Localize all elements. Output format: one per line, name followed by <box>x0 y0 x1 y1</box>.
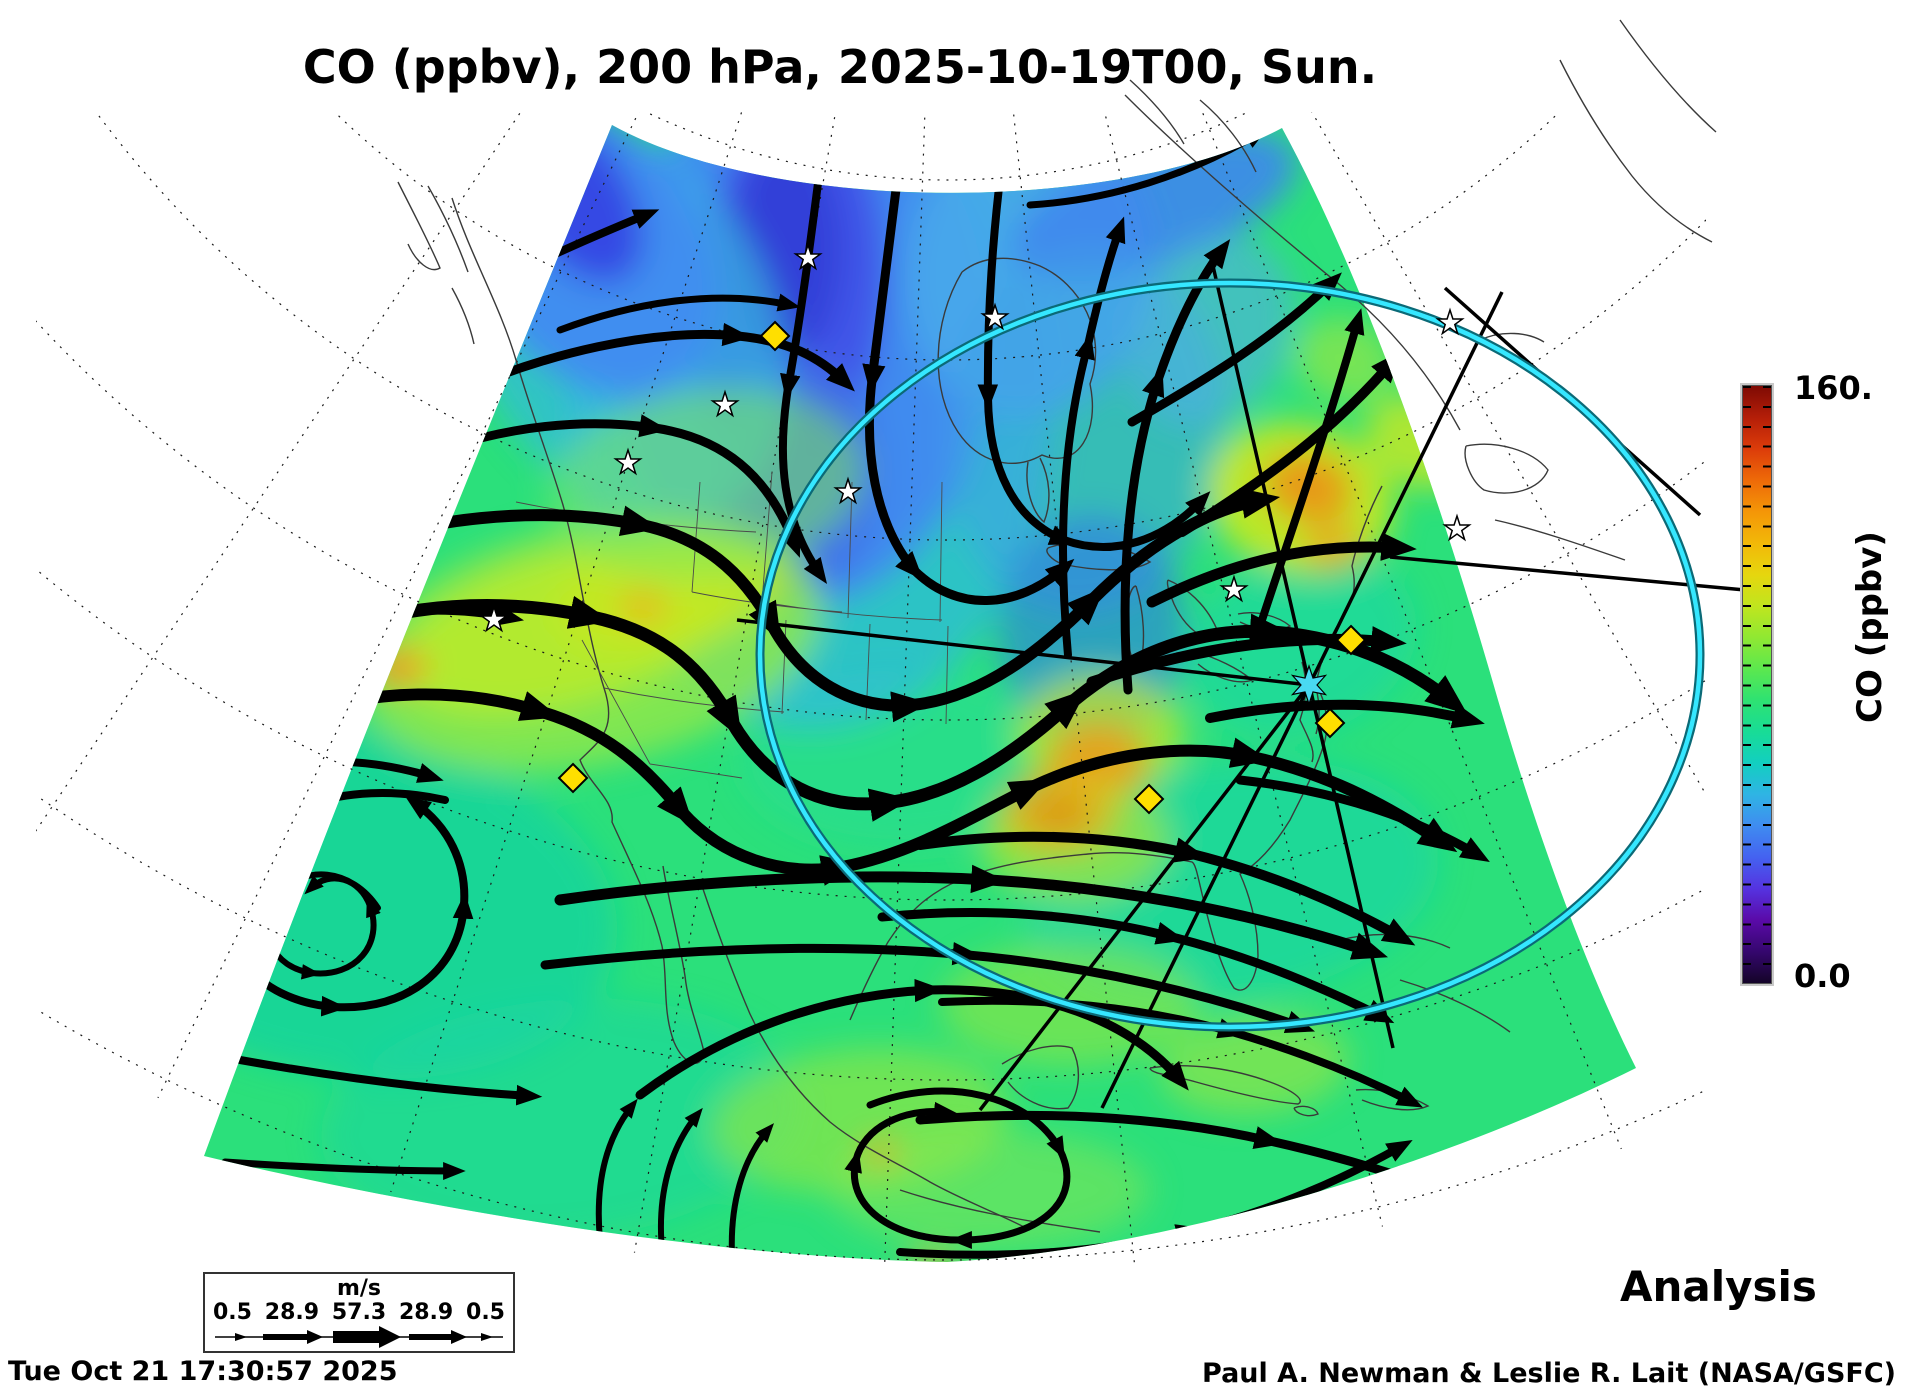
wind-speed-values: 0.5 28.9 57.3 28.9 0.5 <box>213 1300 505 1325</box>
wind-arrowhead-large <box>379 1326 401 1348</box>
launch-site-diamond-marker <box>1314 707 1346 739</box>
wind-arrowhead-medium-right <box>451 1330 467 1344</box>
streamline-path <box>877 908 1395 1024</box>
colorbar-axis-label: CO (ppbv) <box>1850 531 1890 723</box>
wind-speed-value: 28.9 <box>398 1300 454 1325</box>
azimuth-line <box>1389 555 1746 592</box>
azimuth-line <box>1208 252 1395 1049</box>
streamline-path <box>440 322 855 403</box>
co-blob <box>619 591 667 623</box>
streamline-path <box>1235 775 1490 862</box>
launch-site-diamond-marker <box>1133 783 1165 815</box>
wind-speed-legend: m/s 0.5 28.9 57.3 28.9 0.5 <box>203 1272 515 1353</box>
streamline-path <box>915 831 1416 946</box>
station-star-marker <box>710 389 740 418</box>
streamline-path <box>221 1158 466 1181</box>
azimuth-line <box>736 618 1310 687</box>
credit-text: Paul A. Newman & Leslie R. Lait (NASA/GS… <box>1202 1358 1896 1389</box>
station-star-marker <box>833 476 863 505</box>
streamline-path <box>595 1098 638 1243</box>
streamline-path <box>728 1123 775 1258</box>
azimuth-line <box>978 683 1311 1112</box>
wind-arrow-scale <box>215 1326 503 1348</box>
parallel-line <box>645 112 1249 181</box>
coastline-path <box>397 181 475 345</box>
wind-arrow-small-left <box>235 1333 247 1341</box>
range-ring <box>757 280 1703 1030</box>
wind-bar-medium-right <box>409 1334 453 1340</box>
co-blob <box>906 1253 958 1262</box>
streamline-path <box>556 293 801 334</box>
station-star-marker <box>1435 307 1465 336</box>
page-title: CO (ppbv), 200 hPa, 2025-10-19T00, Sun. <box>302 40 1378 94</box>
trajectory-overlay <box>736 252 1746 1112</box>
station-star-marker <box>1442 513 1472 542</box>
coastline-path <box>1129 19 1717 243</box>
colorbar: 160. 0.0 CO (ppbv) <box>1742 369 1926 995</box>
co-blob <box>370 648 426 688</box>
wind-speed-value: 0.5 <box>466 1300 505 1325</box>
station-star-marker <box>793 242 823 271</box>
colorbar-ticks-right <box>1763 386 1771 983</box>
station-star-marker <box>613 447 643 476</box>
launch-site-diamond-marker <box>557 762 589 794</box>
latitude-longitude-graticule <box>36 112 1706 1266</box>
colorbar-ticks-left <box>1743 386 1751 983</box>
launch-site-diamond-marker <box>759 320 791 352</box>
station-star-marker <box>1219 574 1249 603</box>
colorbar-max-label: 160. <box>1794 369 1873 407</box>
wind-speed-value: 0.5 <box>213 1300 252 1325</box>
wind-arrowhead-medium-left <box>307 1330 323 1344</box>
wind-bar-medium-left <box>263 1334 309 1340</box>
station-star-marker <box>479 604 509 633</box>
streamline-path <box>635 978 1189 1100</box>
wind-speed-value: 28.9 <box>264 1300 320 1325</box>
wind-unit-label: m/s <box>336 1276 382 1301</box>
wind-speed-value: 57.3 <box>331 1300 387 1325</box>
wind-bar-large <box>333 1331 383 1343</box>
station-star-marker <box>980 302 1010 331</box>
observation-site-star-marker <box>1290 664 1328 706</box>
wind-arrow-small-right <box>481 1333 493 1341</box>
streamline-path <box>236 1056 543 1106</box>
streamline-path <box>657 1107 703 1253</box>
analysis-type-label: Analysis <box>1620 1262 1817 1311</box>
colorbar-gradient <box>1742 385 1772 984</box>
plot-timestamp: Tue Oct 21 17:30:57 2025 <box>8 1356 398 1387</box>
launch-site-diamond-marker <box>1335 624 1367 656</box>
site-markers <box>479 242 1472 815</box>
azimuth-line <box>1100 291 1504 1109</box>
streamline-path <box>844 1087 1071 1250</box>
co-blob <box>320 998 800 1242</box>
colorbar-min-label: 0.0 <box>1794 957 1851 995</box>
